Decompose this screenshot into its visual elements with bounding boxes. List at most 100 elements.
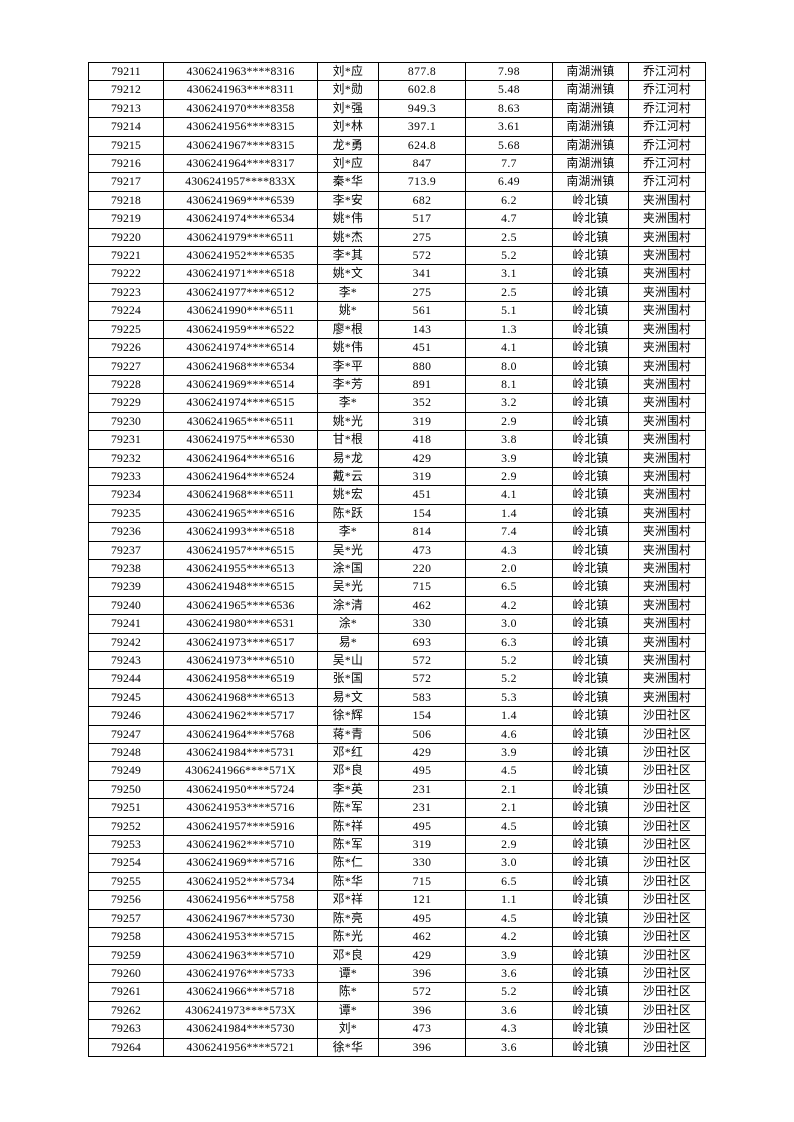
cell-seq: 79213: [88, 98, 164, 119]
table-row: 79219 4306241974****6534 姚*伟 517 4.7 岭北镇 夹洲围村: [88, 209, 706, 229]
cell-rate: 1.4: [465, 503, 553, 524]
cell-rate: 3.1: [465, 264, 553, 284]
cell-seq: 79217: [88, 172, 164, 192]
cell-rate: 6.5: [465, 577, 553, 597]
cell-name: 吴*光: [317, 577, 379, 597]
cell-name: 刘*应: [317, 61, 379, 82]
cell-village: 夹洲围村: [628, 669, 706, 689]
cell-township: 岭北镇: [552, 522, 629, 542]
cell-township: 岭北镇: [552, 945, 629, 965]
cell-seq: 79251: [88, 798, 164, 818]
cell-township: 南湖洲镇: [552, 117, 629, 137]
cell-name: 陈*祥: [317, 816, 379, 837]
table-row: 79248 4306241984****5731 邓*红 429 3.9 岭北镇 沙田社区: [88, 743, 706, 763]
cell-id: 4306241984****5730: [163, 1019, 318, 1039]
table-row: 79215 4306241967****8315 龙*勇 624.8 5.68 南湖洲镇乔…: [88, 135, 706, 156]
cell-village: 夹洲围村: [628, 632, 706, 653]
cell-village: 夹洲围村: [628, 540, 706, 560]
table-row: 79225 4306241959****6522 廖*根 143 1.3 岭北镇 夹洲围村: [88, 319, 706, 340]
cell-rate: 5.2: [465, 246, 553, 266]
cell-township: 岭北镇: [552, 724, 629, 745]
cell-rate: 8.63: [465, 98, 553, 119]
cell-township: 岭北镇: [552, 282, 629, 303]
cell-village: 夹洲围村: [628, 282, 706, 303]
cell-id: 4306241971****6518: [163, 264, 318, 284]
table-row: 79251 4306241953****5716 陈*军 231 2.1 岭北镇 沙田社区: [88, 798, 706, 818]
cell-village: 夹洲围村: [628, 356, 706, 376]
cell-name: 甘*根: [317, 430, 379, 450]
cell-name: 邓*红: [317, 743, 379, 763]
cell-seq: 79264: [88, 1037, 164, 1057]
cell-township: 岭北镇: [552, 338, 629, 358]
table-row: 79246 4306241962****5717 徐*辉 154 1.4 岭北镇 沙田社区: [88, 706, 706, 726]
cell-name: 涂*: [317, 614, 379, 634]
cell-name: 姚*伟: [317, 209, 379, 229]
cell-id: 4306241993****6518: [163, 522, 318, 542]
cell-seq: 79218: [88, 190, 164, 211]
cell-amount: 275: [378, 282, 466, 303]
cell-name: 陈*华: [317, 871, 379, 892]
cell-name: 陈*光: [317, 927, 379, 947]
cell-amount: 429: [378, 945, 466, 965]
cell-township: 岭北镇: [552, 1037, 629, 1057]
cell-township: 岭北镇: [552, 614, 629, 634]
table-row: 79222 4306241971****6518 姚*文 341 3.1 岭北镇 夹洲围村: [88, 264, 706, 284]
cell-seq: 79231: [88, 430, 164, 450]
cell-rate: 3.6: [465, 1000, 553, 1021]
table-row: 79234 4306241968****6511 姚*宏 451 4.1 岭北镇 夹洲围村: [88, 485, 706, 505]
cell-amount: 847: [378, 154, 466, 174]
cell-rate: 2.9: [465, 835, 553, 855]
cell-village: 夹洲围村: [628, 466, 706, 487]
cell-amount: 330: [378, 853, 466, 873]
table-row: 79226 4306241974****6514 姚*伟 451 4.1 岭北镇 夹洲围村: [88, 338, 706, 358]
cell-id: 4306241958****6519: [163, 669, 318, 689]
cell-seq: 79245: [88, 687, 164, 708]
cell-township: 岭北镇: [552, 595, 629, 616]
cell-amount: 949.3: [378, 98, 466, 119]
cell-township: 岭北镇: [552, 485, 629, 505]
cell-name: 徐*华: [317, 1037, 379, 1057]
table-row: 79249 4306241966****571X 邓*良 495 4.5 岭北镇 沙田社区: [88, 761, 706, 781]
cell-township: 岭北镇: [552, 706, 629, 726]
cell-township: 岭北镇: [552, 319, 629, 340]
cell-township: 岭北镇: [552, 558, 629, 579]
cell-seq: 79225: [88, 319, 164, 340]
cell-village: 沙田社区: [628, 890, 706, 910]
cell-name: 易*: [317, 632, 379, 653]
cell-township: 岭北镇: [552, 356, 629, 376]
cell-id: 4306241952****6535: [163, 246, 318, 266]
table-row: 79214 4306241956****8315 刘*林 397.1 3.61 南湖洲镇乔…: [88, 117, 706, 137]
table-row: 79231 4306241975****6530 甘*根 418 3.8 岭北镇 夹洲围村: [88, 430, 706, 450]
table-row: 79218 4306241969****6539 李*安 682 6.2 岭北镇 夹洲围村: [88, 190, 706, 211]
cell-amount: 572: [378, 669, 466, 689]
cell-rate: 1.4: [465, 706, 553, 726]
cell-township: 岭北镇: [552, 816, 629, 837]
cell-amount: 396: [378, 1037, 466, 1057]
cell-township: 岭北镇: [552, 927, 629, 947]
cell-rate: 3.0: [465, 853, 553, 873]
cell-seq: 79234: [88, 485, 164, 505]
cell-rate: 2.9: [465, 411, 553, 432]
cell-township: 岭北镇: [552, 632, 629, 653]
table-row: 79229 4306241974****6515 李* 352 3.2 岭北镇 夹洲围村: [88, 393, 706, 413]
cell-rate: 5.2: [465, 650, 553, 671]
cell-name: 涂*国: [317, 558, 379, 579]
cell-amount: 396: [378, 963, 466, 984]
table-row: 79237 4306241957****6515 吴*光 473 4.3 岭北镇 夹洲围村: [88, 540, 706, 560]
cell-seq: 79230: [88, 411, 164, 432]
cell-seq: 79233: [88, 466, 164, 487]
cell-amount: 451: [378, 338, 466, 358]
table-row: 79240 4306241965****6536 涂*清 462 4.2 岭北镇 夹洲围村: [88, 595, 706, 616]
table-row: 79255 4306241952****5734 陈*华 715 6.5 岭北镇 沙田社区: [88, 871, 706, 892]
cell-township: 岭北镇: [552, 374, 629, 395]
cell-village: 沙田社区: [628, 761, 706, 781]
cell-id: 4306241948****6515: [163, 577, 318, 597]
cell-village: 乔江河村: [628, 135, 706, 156]
cell-name: 龙*勇: [317, 135, 379, 156]
cell-township: 岭北镇: [552, 963, 629, 984]
cell-name: 陈*跃: [317, 503, 379, 524]
cell-village: 夹洲围村: [628, 374, 706, 395]
cell-rate: 4.5: [465, 908, 553, 929]
cell-village: 沙田社区: [628, 779, 706, 800]
